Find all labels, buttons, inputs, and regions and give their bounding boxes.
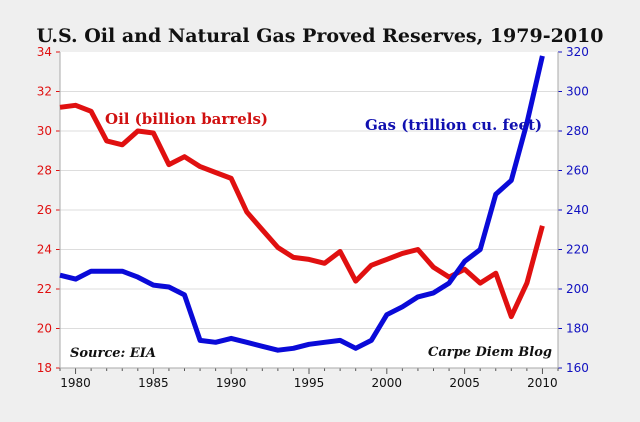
credit-note: Carpe Diem Blog	[428, 345, 552, 360]
chart-title: U.S. Oil and Natural Gas Proved Reserves…	[37, 25, 604, 47]
right-tick-label: 320	[566, 45, 589, 59]
left-tick-label: 32	[37, 85, 52, 99]
left-tick-label: 30	[37, 124, 52, 138]
x-tick-label: 1985	[138, 376, 169, 390]
right-tick-label: 180	[566, 322, 589, 336]
right-tick-label: 200	[566, 282, 589, 296]
x-tick-label: 1990	[216, 376, 247, 390]
left-tick-label: 24	[37, 243, 52, 257]
left-tick-label: 18	[37, 361, 52, 375]
x-tick-label: 1995	[294, 376, 325, 390]
x-tick-label: 2005	[449, 376, 480, 390]
right-tick-label: 160	[566, 361, 589, 375]
source-note: Source: EIA	[70, 346, 156, 361]
left-tick-label: 34	[37, 45, 52, 59]
x-tick-label: 2010	[527, 376, 558, 390]
left-tick-label: 20	[37, 322, 52, 336]
right-tick-label: 300	[566, 85, 589, 99]
oil-series-line	[59, 102, 545, 320]
x-tick-label: 1980	[60, 376, 91, 390]
left-tick-label: 26	[37, 203, 52, 217]
right-tick-label: 260	[566, 164, 589, 178]
right-tick-label: 220	[566, 243, 589, 257]
left-tick-label: 28	[37, 164, 52, 178]
gas-series-line	[59, 55, 545, 353]
right-tick-label: 240	[566, 203, 589, 217]
right-tick-label: 280	[566, 124, 589, 138]
gas-series-label: Gas (trillion cu. feet)	[365, 116, 542, 134]
x-tick-label: 2000	[372, 376, 403, 390]
oil-series-label: Oil (billion barrels)	[105, 110, 268, 128]
left-tick-label: 22	[37, 282, 52, 296]
